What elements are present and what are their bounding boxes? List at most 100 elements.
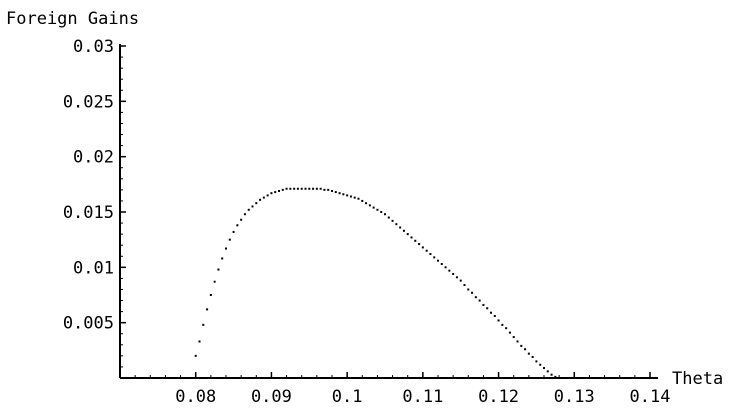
- data-point: [285, 187, 288, 190]
- data-point: [558, 377, 561, 379]
- data-point: [225, 247, 227, 250]
- data-point: [455, 276, 458, 279]
- data-point: [198, 340, 201, 343]
- data-point: [524, 348, 527, 351]
- data-point: [368, 204, 371, 207]
- data-point: [527, 352, 530, 355]
- data-point: [262, 196, 265, 199]
- data-point: [391, 219, 394, 222]
- data-point: [440, 263, 443, 266]
- x-tick-label: 0.13: [554, 387, 595, 407]
- y-tick-label: 0.025: [63, 92, 114, 112]
- data-point: [414, 239, 417, 242]
- data-point: [361, 199, 364, 202]
- data-point: [300, 187, 303, 190]
- data-point: [399, 226, 402, 229]
- y-tick-label: 0.005: [63, 314, 114, 334]
- data-point: [357, 197, 360, 200]
- data-point: [315, 187, 318, 190]
- data-point: [338, 192, 341, 195]
- data-point: [429, 253, 432, 256]
- data-point: [240, 218, 243, 221]
- data-point: [209, 294, 212, 296]
- data-point: [353, 196, 356, 199]
- y-ticks-group: 0.005 0.01 0.015 0.02 0.025 0.03: [63, 37, 126, 368]
- data-point: [308, 187, 311, 190]
- data-point: [425, 249, 428, 252]
- data-point: [395, 223, 398, 226]
- data-point: [243, 213, 246, 216]
- y-axis-label: Foreign Gains: [6, 9, 139, 29]
- data-point: [232, 230, 235, 233]
- x-tick-label: 0.1: [332, 387, 363, 407]
- data-point: [516, 340, 519, 343]
- data-point: [289, 187, 292, 190]
- data-point: [323, 188, 326, 191]
- y-tick-label: 0.01: [73, 258, 114, 278]
- data-point: [376, 208, 379, 211]
- data-point: [384, 213, 386, 216]
- data-point: [221, 257, 224, 260]
- data-point: [293, 187, 296, 190]
- data-point: [319, 187, 322, 190]
- data-point: [410, 236, 413, 239]
- x-tick-label: 0.14: [630, 387, 671, 407]
- data-point: [508, 331, 511, 334]
- data-point: [296, 187, 299, 190]
- data-point: [206, 308, 209, 311]
- data-point: [490, 311, 492, 314]
- data-point: [365, 202, 368, 205]
- y-tick-label: 0.02: [73, 148, 114, 168]
- data-point: [327, 188, 330, 191]
- data-point: [259, 198, 262, 201]
- data-point: [459, 279, 462, 282]
- x-ticks-group: 0.08 0.09 0.1 0.11 0.12 0.13 0.14: [134, 372, 671, 407]
- data-point: [331, 189, 333, 192]
- data-point: [452, 272, 455, 275]
- x-tick-label: 0.09: [251, 387, 292, 407]
- x-axis-label: Theta: [672, 369, 723, 389]
- data-point: [372, 206, 375, 209]
- data-point: [520, 344, 523, 347]
- data-point: [213, 280, 216, 283]
- data-point: [463, 284, 466, 287]
- data-point: [402, 229, 405, 232]
- y-tick-label: 0.015: [63, 203, 114, 223]
- data-point: [433, 256, 436, 259]
- data-point: [312, 187, 315, 190]
- data-point: [546, 370, 549, 373]
- data-point: [478, 299, 481, 302]
- data-point: [444, 266, 447, 269]
- data-point: [380, 211, 383, 213]
- data-point: [251, 205, 254, 208]
- data-point: [247, 208, 250, 211]
- data-point: [467, 288, 470, 291]
- data-point: [266, 194, 269, 197]
- data-point: [387, 216, 390, 219]
- data-point: [342, 193, 345, 196]
- data-point: [535, 360, 538, 363]
- data-point: [486, 307, 489, 310]
- data-point: [217, 268, 220, 271]
- data-point: [565, 377, 568, 379]
- data-point: [531, 355, 534, 358]
- data-point: [255, 202, 258, 205]
- data-point: [497, 319, 500, 322]
- data-point: [437, 259, 439, 262]
- data-point: [334, 191, 337, 194]
- data-point: [554, 375, 557, 378]
- data-point: [270, 192, 273, 195]
- y-tick-label: 0.03: [73, 37, 114, 57]
- data-point: [346, 194, 349, 197]
- data-point: [512, 336, 515, 339]
- data-point: [278, 189, 280, 192]
- data-point: [493, 315, 496, 318]
- data-point: [482, 303, 485, 306]
- data-point: [194, 354, 197, 357]
- x-tick-label: 0.08: [175, 387, 216, 407]
- data-points-group: [194, 187, 568, 379]
- data-point: [281, 188, 284, 191]
- data-point: [418, 243, 421, 246]
